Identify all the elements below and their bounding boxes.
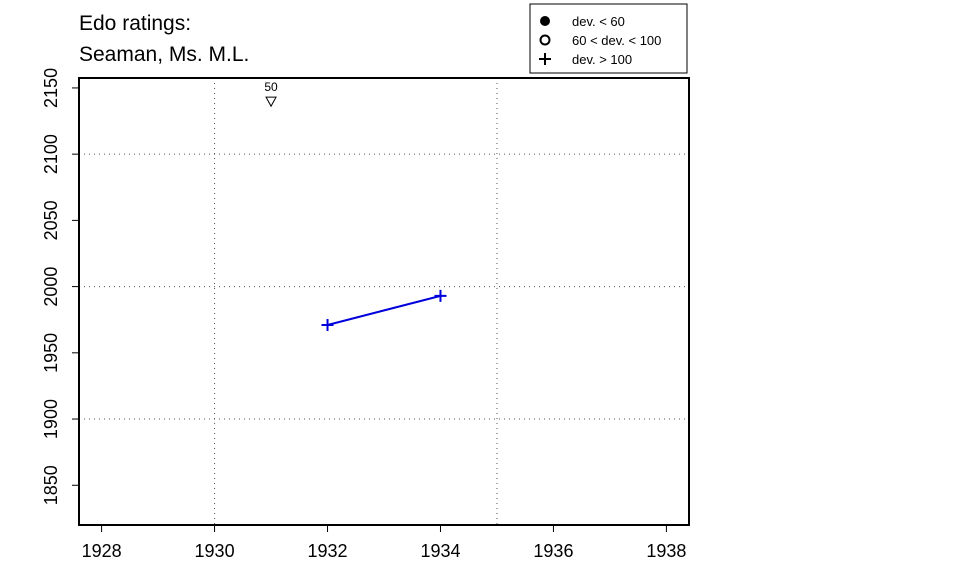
- y-tick-label: 2050: [41, 200, 61, 240]
- legend-box: [529, 3, 688, 74]
- x-tick-label: 1928: [82, 541, 122, 561]
- legend-marker: [539, 53, 551, 65]
- y-tick-label: 1900: [41, 399, 61, 439]
- annotation-marker: [265, 96, 277, 108]
- legend-label: dev. > 100: [572, 52, 632, 67]
- point: [321, 319, 334, 332]
- x-tick-label: 1934: [420, 541, 460, 561]
- legend-marker: [539, 34, 551, 46]
- legend-label: 60 < dev. < 100: [572, 33, 661, 48]
- y-tick-label: 2100: [41, 134, 61, 174]
- x-tick-label: 1938: [646, 541, 686, 561]
- line: [327, 294, 441, 326]
- x-tick-label: 1932: [307, 541, 347, 561]
- chart-title: Seaman, Ms. M.L.: [79, 43, 249, 66]
- annotation-label: 50: [264, 80, 278, 94]
- y-tick-label: 1850: [41, 465, 61, 505]
- x-tick-label: 1936: [533, 541, 573, 561]
- y-tick-label: 2000: [41, 267, 61, 307]
- y-tick-label: 2150: [41, 68, 61, 108]
- legend-marker: [540, 16, 550, 26]
- x-tick-label: 1930: [195, 541, 235, 561]
- y-tick-label: 1950: [41, 333, 61, 373]
- point: [434, 289, 447, 302]
- plot-frame: [78, 77, 690, 526]
- chart-title: Edo ratings:: [79, 12, 191, 35]
- legend-label: dev. < 60: [572, 14, 625, 29]
